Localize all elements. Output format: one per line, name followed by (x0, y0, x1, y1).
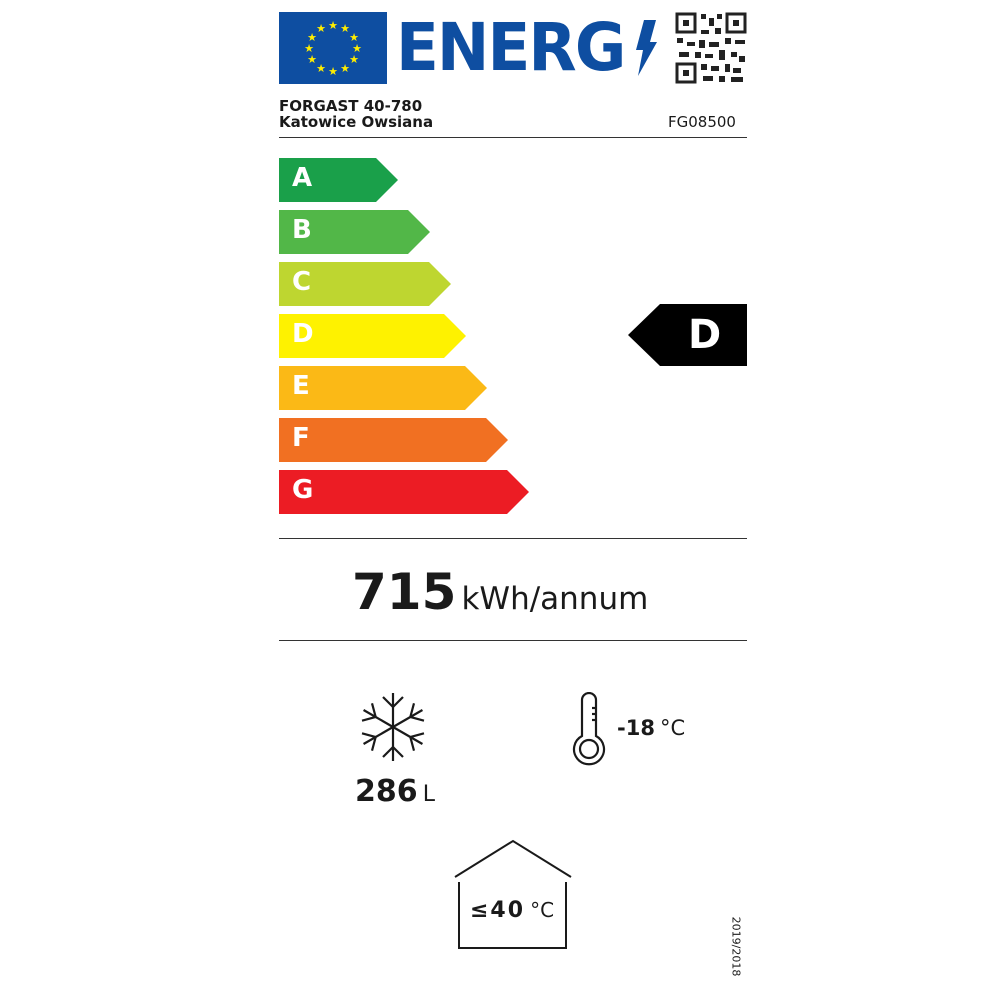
divider (279, 640, 747, 641)
eu-stars-icon: ★ ★★ ★★★ ★★★ ★★★ (304, 19, 362, 78)
scale-label-b: B (292, 215, 312, 245)
scale-bar-f (279, 418, 508, 462)
energy-logo: ENERG (396, 9, 626, 86)
rating-letter: D (688, 312, 722, 358)
scale-bar-b (279, 210, 430, 254)
svg-text:★: ★ (349, 31, 359, 44)
divider (279, 137, 747, 138)
model-identifier: FG08500 (668, 113, 736, 131)
scale-label-f: F (292, 423, 310, 453)
scale-bar-d (279, 314, 466, 358)
rating-arrow (628, 304, 747, 366)
scale-label-e: E (292, 371, 310, 401)
scale-label-g: G (292, 475, 314, 505)
snowflake-icon (360, 693, 426, 762)
thermometer-icon (572, 692, 606, 766)
qr-code-icon (675, 12, 747, 84)
supplier-address: Katowice Owsiana (279, 113, 434, 131)
energy-value: 715 (352, 563, 457, 621)
scale-label-c: C (292, 267, 312, 297)
svg-text:★: ★ (304, 42, 314, 55)
regulation-number: 2019/2018 (729, 916, 743, 977)
svg-text:★: ★ (340, 22, 350, 35)
temperature: -18 °C (617, 716, 685, 740)
svg-text:★: ★ (349, 53, 359, 66)
house-icon (454, 839, 572, 949)
lightning-icon (636, 20, 657, 76)
energy-scale (279, 158, 529, 514)
divider (279, 538, 747, 539)
scale-label-d: D (292, 319, 314, 349)
scale-bar-g (279, 470, 529, 514)
svg-text:★: ★ (328, 65, 338, 78)
svg-text:★: ★ (340, 62, 350, 75)
svg-text:★: ★ (316, 62, 326, 75)
volume-value: 286 (355, 774, 418, 809)
ambient-temperature: ≤40 °C (470, 898, 554, 923)
volume: 286 L (355, 774, 435, 809)
ambient-unit: °C (530, 898, 555, 922)
energy-unit: kWh/annum (461, 581, 649, 617)
svg-text:★: ★ (316, 22, 326, 35)
ambient-value: ≤40 (470, 898, 526, 923)
svg-text:★: ★ (307, 53, 317, 66)
scale-bar-c (279, 262, 451, 306)
temperature-unit: °C (660, 716, 686, 740)
scale-bar-a (279, 158, 398, 202)
temperature-value: -18 (617, 716, 655, 740)
eu-flag: ★ ★ ★ ★ ★ ★ ★ ★ ★ ★ ★ ★ (279, 12, 387, 84)
svg-text:★: ★ (352, 42, 362, 55)
scale-label-a: A (292, 163, 313, 193)
svg-text:★: ★ (307, 31, 317, 44)
energy-consumption: 715 kWh/annum (352, 562, 648, 634)
volume-unit: L (422, 782, 435, 807)
svg-text:★: ★ (328, 19, 338, 32)
scale-bar-e (279, 366, 487, 410)
supplier-name: FORGAST 40-780 (279, 97, 423, 115)
